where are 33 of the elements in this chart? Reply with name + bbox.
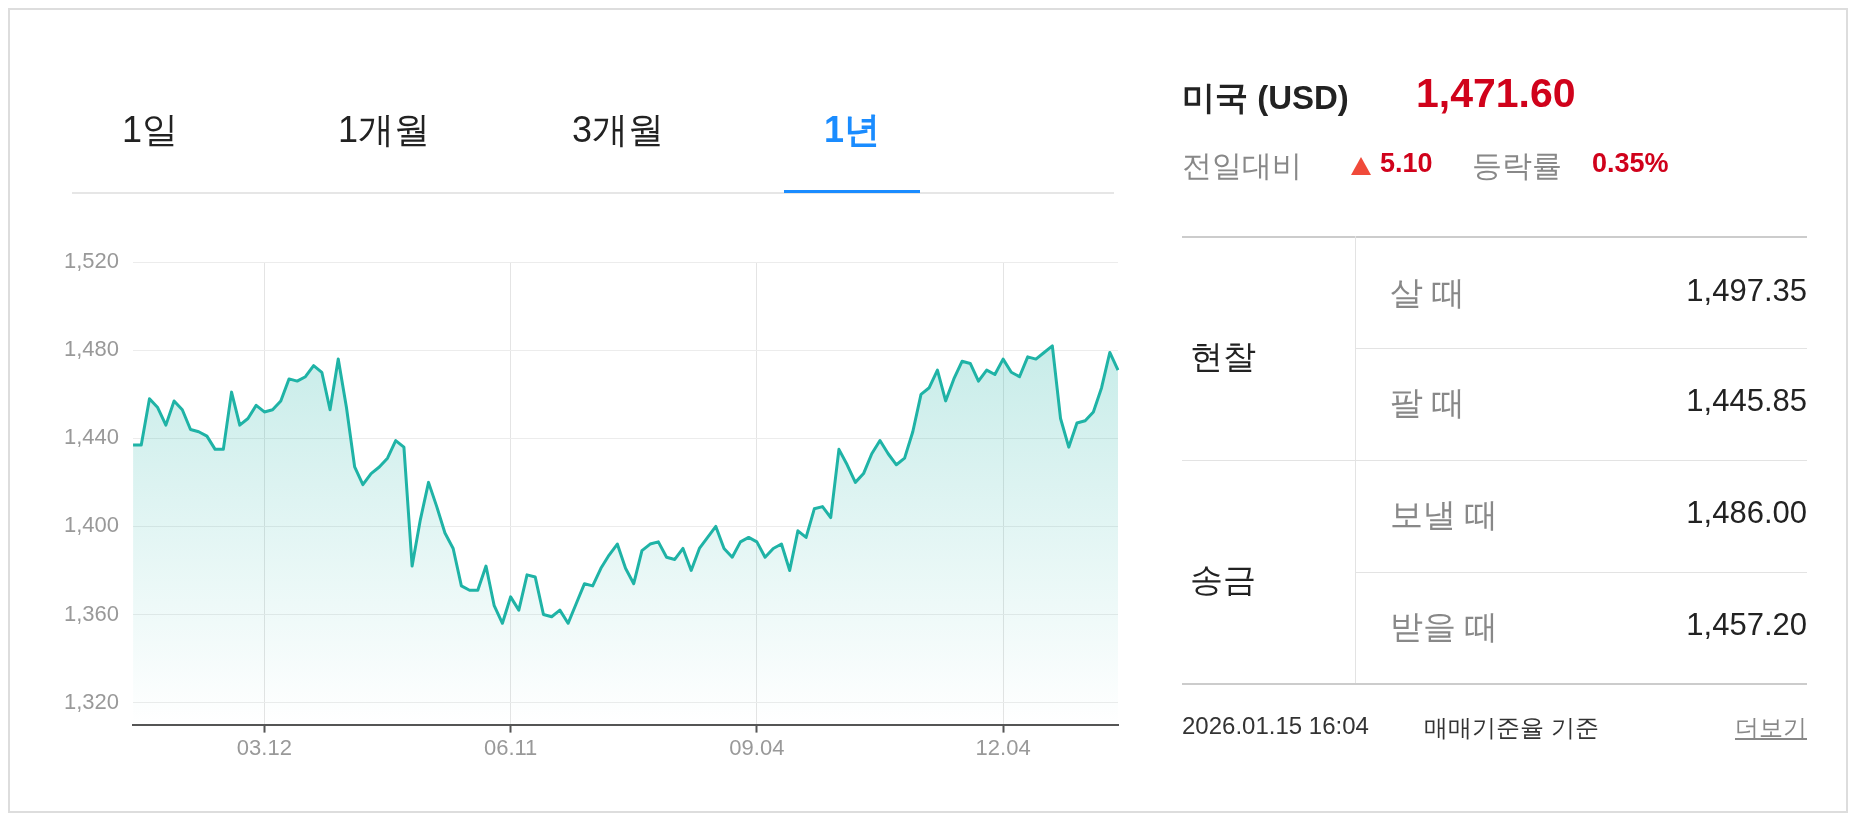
y-tick-label: 1,400 <box>63 512 120 538</box>
y-tick-label: 1,440 <box>63 424 120 450</box>
text: 미국 (USD) <box>1182 78 1349 118</box>
text: 0.35% <box>1592 148 1669 179</box>
y-tick-label: 1,480 <box>63 336 120 362</box>
y-tick-label: 1,520 <box>63 248 120 274</box>
text: 더보기 <box>1735 713 1807 743</box>
text: 1,471.60 <box>1416 70 1576 117</box>
text: 1,445.85 <box>1686 383 1807 419</box>
y-tick-label: 1,320 <box>63 688 120 714</box>
x-tick-label: 06.11 <box>483 734 538 760</box>
x-tick-label: 12.04 <box>975 734 1031 760</box>
text: 1개월 <box>337 107 431 152</box>
text: 1일 <box>121 107 179 152</box>
text: 현찰 <box>1190 337 1256 377</box>
text: 팔 때 <box>1390 383 1466 423</box>
text: 1,457.20 <box>1686 607 1807 643</box>
text: 1,486.00 <box>1686 495 1807 531</box>
y-tick-label: 1,360 <box>63 600 120 626</box>
text: 1년 <box>784 70 920 193</box>
text: 매매기준율 기준 <box>1424 713 1599 743</box>
x-tick-label: 03.12 <box>236 734 292 760</box>
text: 전일대비 <box>1182 148 1302 184</box>
text: 3개월 <box>571 107 665 152</box>
text: 1,497.35 <box>1686 273 1807 309</box>
text: 보낼 때 <box>1390 495 1499 535</box>
text: 살 때 <box>1390 273 1466 313</box>
x-tick-label: 09.04 <box>729 734 785 760</box>
text: 5.10 <box>1380 148 1433 179</box>
text: 등락률 <box>1472 148 1562 184</box>
text: 2026.01.15 16:04 <box>1182 712 1369 740</box>
text: 받을 때 <box>1390 607 1499 647</box>
text: 송금 <box>1190 560 1256 600</box>
